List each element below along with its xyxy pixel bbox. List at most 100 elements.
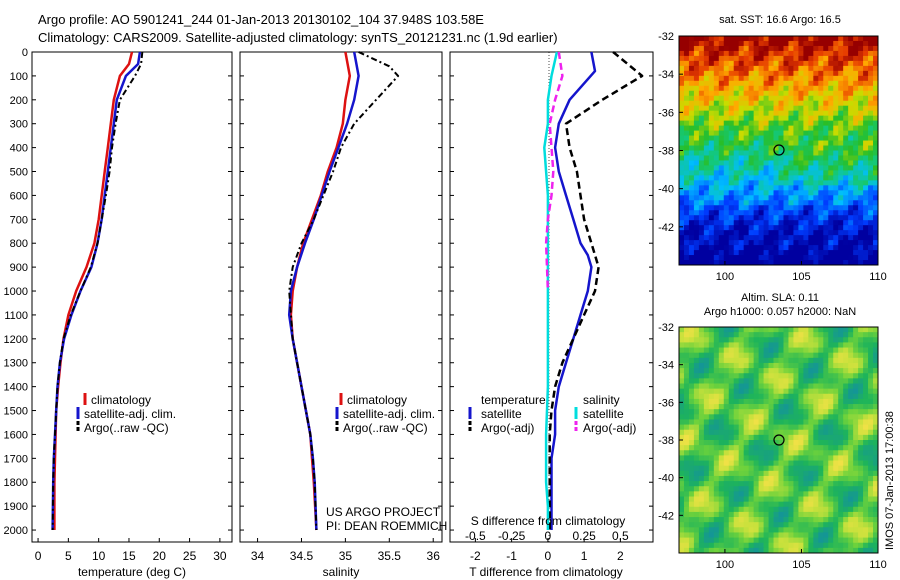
x-tick-label: -2 (470, 549, 481, 563)
x-tick-label: 2 (617, 549, 624, 563)
lat-tick-label: -38 (658, 435, 674, 447)
argo-location-marker (773, 434, 785, 446)
x-tick-label: 34 (251, 549, 265, 563)
x-tick-label: 30 (213, 549, 227, 563)
sla-map-title-line2: Argo h1000: 0.057 h2000: NaN (704, 306, 856, 318)
lon-tick-label: 110 (869, 271, 887, 283)
lat-tick-label: -36 (658, 397, 674, 409)
temperature-profiles (51, 51, 144, 531)
legend-label-satellite: satellite-adj. clim. (343, 407, 435, 421)
legend-label-climatology: climatology (347, 393, 407, 407)
s-diff-tick-label: 0.5 (612, 529, 629, 543)
imos-watermark: IMOS 07-Jan-2013 17:00:38 (884, 411, 896, 550)
lat-tick-label: -32 (658, 322, 674, 334)
legend-title-salinity: salinity (583, 393, 620, 407)
figure-title-line2: Climatology: CARS2009. Satellite-adjuste… (38, 30, 558, 45)
salinity-panel-frame (239, 51, 443, 543)
depth-tick-label: 1900 (4, 501, 28, 513)
legend-label-sal-satellite: satellite (583, 407, 624, 421)
series-line-salinity-satellite (543, 51, 559, 530)
depth-tick-label: 1600 (4, 429, 28, 441)
depth-tick-label: 1200 (4, 334, 28, 346)
legend-label-climatology: climatology (91, 393, 151, 407)
x-tick-label: 5 (65, 549, 72, 563)
salinity-legend: climatology satellite-adj. clim. Argo(..… (335, 393, 435, 435)
temperature-x-ticks: 0 5 10 15 20 25 30 (35, 538, 227, 563)
s-diff-tick-label: 0.25 (572, 529, 596, 543)
temperature-panel-frame (31, 51, 233, 543)
salinity-profiles (287, 51, 400, 531)
sst-longitude-ticks: 100 105 110 (716, 261, 887, 283)
lat-tick-label: -42 (658, 222, 674, 234)
legend-label-argo: Argo(..raw -QC) (343, 421, 428, 435)
series-line-salinity-argo-adj (544, 51, 564, 292)
lat-tick-label: -34 (658, 360, 674, 372)
salinity-x-label: salinity (323, 565, 360, 579)
credit-project: US ARGO PROJECT (326, 505, 441, 519)
series-line-temperature-argo-adj (548, 51, 644, 530)
legend-title-temperature: temperature (481, 393, 546, 407)
x-tick-label: 1 (581, 549, 588, 563)
depth-tick-label: 300 (10, 119, 28, 131)
lon-tick-label: 105 (792, 559, 810, 571)
lat-tick-label: -40 (658, 473, 674, 485)
credit-pi: PI: DEAN ROEMMICH (326, 519, 447, 533)
legend-label-satellite: satellite-adj. clim. (84, 407, 176, 421)
depth-tick-label: 1500 (4, 406, 28, 418)
series-line-argo-raw-qc (51, 51, 144, 531)
difference-legend: temperature satellite Argo(-adj) salinit… (468, 393, 636, 435)
s-diff-tick-label: 0 (545, 529, 552, 543)
x-tick-label: 0 (35, 549, 42, 563)
series-line-argo-raw-qc (288, 51, 400, 531)
salinity-x-ticks: 34 34.5 35 35.5 36 (251, 538, 440, 563)
depth-tick-label: 1700 (4, 453, 28, 465)
x-tick-label: 35 (339, 549, 353, 563)
series-line-satellite-adj-clim (287, 51, 360, 531)
sla-longitude-ticks: 100 105 110 (716, 549, 887, 571)
x-tick-label: 0 (545, 549, 552, 563)
sla-map-image (679, 327, 879, 554)
x-tick-label: 35.5 (378, 549, 402, 563)
depth-tick-label: 1400 (4, 382, 28, 394)
x-tick-label: 10 (92, 549, 106, 563)
s-difference-label: S difference from climatology (471, 514, 626, 528)
lat-tick-label: -40 (658, 184, 674, 196)
depth-tick-label: 400 (10, 143, 28, 155)
depth-axis-ticks (32, 51, 653, 531)
depth-tick-label: 0 (22, 47, 28, 59)
x-tick-label: 25 (183, 549, 197, 563)
depth-tick-label: 2000 (4, 525, 28, 537)
x-tick-label: 15 (122, 549, 136, 563)
t-difference-x-ticks: -2 -1 0 1 2 (470, 538, 624, 563)
depth-axis-labels: 0 100 200 300 400 500 600 700 800 900 1000 1100 1200… (4, 47, 28, 537)
s-diff-tick-label: -0.5 (465, 529, 486, 543)
lon-tick-label: 110 (869, 559, 887, 571)
sst-map-title: sat. SST: 16.6 Argo: 16.5 (719, 14, 841, 26)
depth-tick-label: 1300 (4, 358, 28, 370)
depth-tick-label: 700 (10, 214, 28, 226)
legend-label-argo: Argo(..raw -QC) (84, 421, 169, 435)
lon-tick-label: 100 (716, 559, 734, 571)
depth-tick-label: 200 (10, 95, 28, 107)
temperature-x-label: temperature (deg C) (78, 565, 186, 579)
s-difference-x-ticks: -0.5 -0.25 0 0.25 0.5 (465, 529, 629, 543)
sla-map-title-line1: Altim. SLA: 0.11 (741, 292, 819, 304)
depth-tick-label: 1800 (4, 477, 28, 489)
x-tick-label: 36 (427, 549, 441, 563)
lon-tick-label: 100 (716, 271, 734, 283)
legend-label-sal-argo: Argo(-adj) (583, 421, 636, 435)
x-tick-label: 34.5 (290, 549, 314, 563)
sla-latitude-ticks: -32 -34 -36 -38 -40 -42 (658, 322, 683, 522)
lat-tick-label: -34 (658, 69, 674, 81)
lon-tick-label: 105 (792, 271, 810, 283)
depth-tick-label: 600 (10, 190, 28, 202)
figure-title-line1: Argo profile: AO 5901241_244 01-Jan-2013… (38, 12, 484, 27)
legend-label-temp-argo: Argo(-adj) (481, 421, 534, 435)
temperature-legend: climatology satellite-adj. clim. Argo(..… (76, 393, 176, 435)
lat-tick-label: -38 (658, 146, 674, 158)
depth-tick-label: 100 (10, 71, 28, 83)
depth-tick-label: 500 (10, 167, 28, 179)
lat-tick-label: -42 (658, 510, 674, 522)
lat-tick-label: -36 (658, 107, 674, 119)
